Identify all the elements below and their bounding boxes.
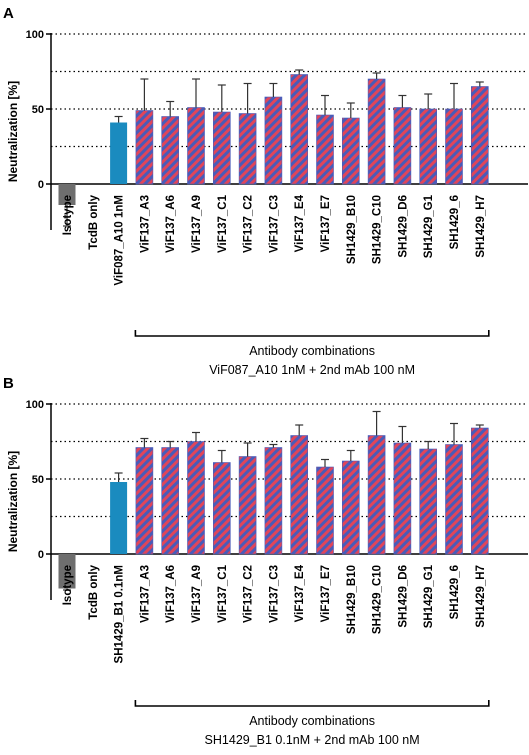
bar-sh1429-g1: [419, 108, 438, 185]
bar-sh1429-6: [445, 444, 463, 555]
bar-sh1429-h7: [470, 86, 489, 185]
bar-vif137-a3: [135, 447, 154, 555]
bar-vif137-c1: [213, 111, 231, 185]
category-label: ViF137_A3: [139, 565, 151, 623]
combination-bracket: [134, 700, 490, 707]
category-label: SH1429_B1 0.1nM: [114, 565, 126, 663]
bar-vif137-c1: [213, 462, 231, 555]
category-label: ViF137_A9: [191, 195, 203, 253]
category-label: Isotype: [62, 565, 74, 605]
category-label: ViF087_A10 1nM: [114, 195, 126, 286]
bar-sh1429-c10: [367, 435, 386, 555]
category-label: ViF137_C3: [268, 195, 280, 253]
bar-vif137-e4: [290, 74, 309, 185]
category-label: ViF137_C2: [243, 565, 255, 623]
y-tick-label: 50: [32, 474, 44, 486]
category-label: SH1429_G1: [423, 194, 435, 258]
y-tick-label: 0: [38, 179, 44, 191]
y-tick-label: 0: [38, 549, 44, 561]
category-label: SH1429_6: [449, 565, 461, 619]
category-label: SH1429_C10: [372, 195, 384, 264]
category-label: ViF137_A6: [165, 565, 177, 623]
category-label: ViF137_A3: [139, 195, 151, 253]
y-axis-label: Neutralization [%]: [6, 81, 20, 182]
category-label: ViF137_E7: [320, 195, 332, 252]
bar-vif137-a3: [135, 110, 154, 185]
category-label: ViF137_C2: [243, 195, 255, 253]
category-label: ViF137_E4: [294, 564, 306, 622]
bar-isotype: [58, 184, 76, 205]
bracket-label-line1: Antibody combinations: [249, 344, 375, 358]
category-label: ViF137_E7: [320, 565, 332, 622]
category-label: ViF137_A9: [191, 565, 203, 623]
category-label: TcdB only: [88, 564, 100, 619]
bar-sh1429-h7: [470, 427, 489, 555]
bracket-label-line2: ViF087_A10 1nM + 2nd mAb 100 nM: [209, 363, 415, 377]
category-label: SH1429_C10: [372, 565, 384, 634]
category-label: SH1429_H7: [475, 565, 487, 628]
category-label: SH1429_D6: [397, 565, 409, 628]
category-label: SH1429_H7: [475, 195, 487, 258]
category-label: ViF137_A6: [165, 195, 177, 253]
bar-vif137-c3: [264, 96, 283, 185]
bar-vif137-a6: [161, 447, 179, 555]
bar-sh1429-b1-0-1nm: [110, 482, 128, 554]
bar-sh1429-6: [445, 108, 463, 185]
category-label: SH1429_G1: [423, 564, 435, 628]
category-label: ViF137_C3: [268, 565, 280, 623]
category-label: SH1429_D6: [397, 195, 409, 258]
y-axis-label: Neutralization [%]: [6, 451, 20, 552]
category-label: ViF137_E4: [294, 194, 306, 252]
bar-sh1429-g1: [419, 448, 438, 555]
panel-a: A 0 50 100 Neutralization [%] Isotype TcdB onl…: [3, 5, 528, 377]
category-label: ViF137_C1: [217, 564, 229, 623]
y-tick-label: 50: [32, 104, 44, 116]
bar-isotype: [58, 554, 76, 589]
y-tick-label: 100: [26, 29, 44, 41]
bar-vif137-a9: [187, 441, 205, 555]
bar-vif087-a10-1nm: [110, 122, 128, 184]
bar-sh1429-d6: [393, 107, 412, 185]
panel-letter: B: [3, 375, 14, 392]
bar-vif137-a9: [187, 107, 205, 185]
bar-vif137-e4: [290, 435, 309, 555]
category-label: TcdB only: [88, 194, 100, 249]
bar-sh1429-d6: [393, 442, 412, 555]
category-label: SH1429_B10: [346, 565, 358, 634]
bar-vif137-e7: [316, 114, 334, 185]
category-label: ViF137_C1: [217, 194, 229, 253]
combination-bracket: [134, 330, 490, 337]
panel-b: B 0 50 100 Neutralization [%] Isotype TcdB onl…: [3, 375, 528, 747]
bar-vif137-c2: [238, 456, 257, 555]
bar-vif137-e7: [316, 466, 334, 555]
bracket-label-line1: Antibody combinations: [249, 714, 375, 728]
y-tick-label: 100: [26, 399, 44, 411]
bar-sh1429-c10: [367, 78, 386, 185]
category-label: SH1429_B10: [346, 195, 358, 264]
bar-vif137-a6: [161, 116, 179, 185]
bar-sh1429-b10: [341, 117, 360, 185]
category-label: Isotype: [62, 195, 74, 235]
bar-vif137-c3: [264, 447, 283, 555]
panel-letter: A: [3, 5, 14, 22]
bar-vif137-c2: [238, 113, 257, 185]
bar-sh1429-b10: [341, 460, 360, 555]
category-label: SH1429_6: [449, 195, 461, 249]
bracket-label-line2: SH1429_B1 0.1nM + 2nd mAb 100 nM: [205, 733, 420, 747]
